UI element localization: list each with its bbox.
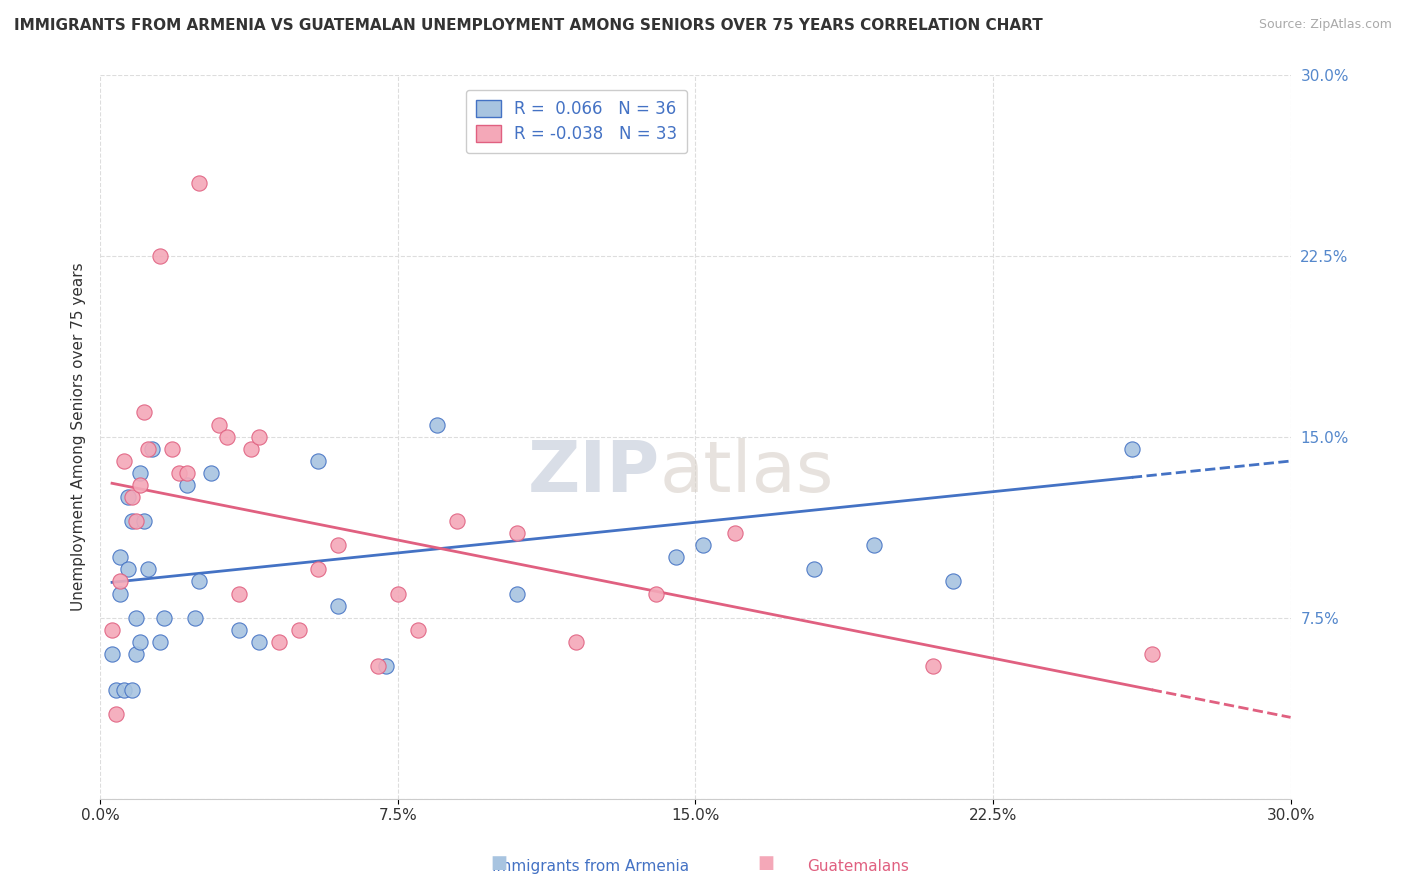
Point — [188, 176, 211, 190]
Point — [141, 442, 163, 456]
Point — [374, 659, 396, 673]
Point — [228, 623, 250, 637]
Text: Source: ZipAtlas.com: Source: ZipAtlas.com — [1258, 18, 1392, 31]
Point — [803, 562, 825, 576]
Point — [128, 466, 150, 480]
Point — [247, 430, 270, 444]
Point — [108, 574, 131, 589]
Text: ■: ■ — [491, 855, 508, 872]
Point — [485, 128, 508, 142]
Point — [117, 490, 139, 504]
Text: IMMIGRANTS FROM ARMENIA VS GUATEMALAN UNEMPLOYMENT AMONG SENIORS OVER 75 YEARS C: IMMIGRANTS FROM ARMENIA VS GUATEMALAN UN… — [14, 18, 1043, 33]
Point — [176, 466, 198, 480]
Point — [160, 442, 183, 456]
Point — [188, 574, 211, 589]
Point — [664, 550, 686, 565]
Point — [108, 586, 131, 600]
Point — [108, 550, 131, 565]
Point — [863, 538, 886, 552]
Point — [307, 454, 329, 468]
Point — [217, 430, 239, 444]
Point — [128, 478, 150, 492]
Point — [112, 683, 135, 698]
Point — [128, 635, 150, 649]
Point — [136, 562, 159, 576]
Point — [176, 478, 198, 492]
Point — [149, 249, 172, 263]
Point — [565, 635, 588, 649]
Point — [426, 417, 449, 432]
Point — [169, 466, 191, 480]
Point — [506, 526, 529, 541]
Point — [1121, 442, 1143, 456]
Point — [692, 538, 714, 552]
Point — [105, 707, 128, 722]
Point — [1140, 647, 1163, 661]
Point — [101, 647, 124, 661]
Point — [117, 562, 139, 576]
Text: ■: ■ — [758, 855, 775, 872]
Point — [112, 454, 135, 468]
Text: Guatemalans: Guatemalans — [807, 859, 908, 874]
Point — [228, 586, 250, 600]
Point — [239, 442, 262, 456]
Point — [922, 659, 945, 673]
Point — [328, 599, 350, 613]
Point — [724, 526, 747, 541]
Point — [132, 405, 155, 419]
Point — [121, 683, 143, 698]
Legend: R =  0.066   N = 36, R = -0.038   N = 33: R = 0.066 N = 36, R = -0.038 N = 33 — [465, 90, 688, 153]
Point — [644, 586, 666, 600]
Point — [942, 574, 965, 589]
Point — [184, 610, 207, 624]
Point — [101, 623, 124, 637]
Y-axis label: Unemployment Among Seniors over 75 years: Unemployment Among Seniors over 75 years — [72, 262, 86, 611]
Point — [267, 635, 290, 649]
Point — [208, 417, 231, 432]
Point — [121, 514, 143, 528]
Point — [328, 538, 350, 552]
Text: Immigrants from Armenia: Immigrants from Armenia — [492, 859, 689, 874]
Point — [446, 514, 468, 528]
Point — [136, 442, 159, 456]
Point — [406, 623, 429, 637]
Point — [105, 683, 128, 698]
Point — [125, 514, 148, 528]
Point — [506, 586, 529, 600]
Point — [247, 635, 270, 649]
Point — [149, 635, 172, 649]
Point — [287, 623, 309, 637]
Text: ZIP: ZIP — [527, 438, 659, 508]
Point — [387, 586, 409, 600]
Point — [125, 647, 148, 661]
Point — [125, 610, 148, 624]
Point — [200, 466, 222, 480]
Point — [367, 659, 389, 673]
Point — [121, 490, 143, 504]
Point — [152, 610, 174, 624]
Text: atlas: atlas — [659, 438, 834, 508]
Point — [307, 562, 329, 576]
Point — [132, 514, 155, 528]
